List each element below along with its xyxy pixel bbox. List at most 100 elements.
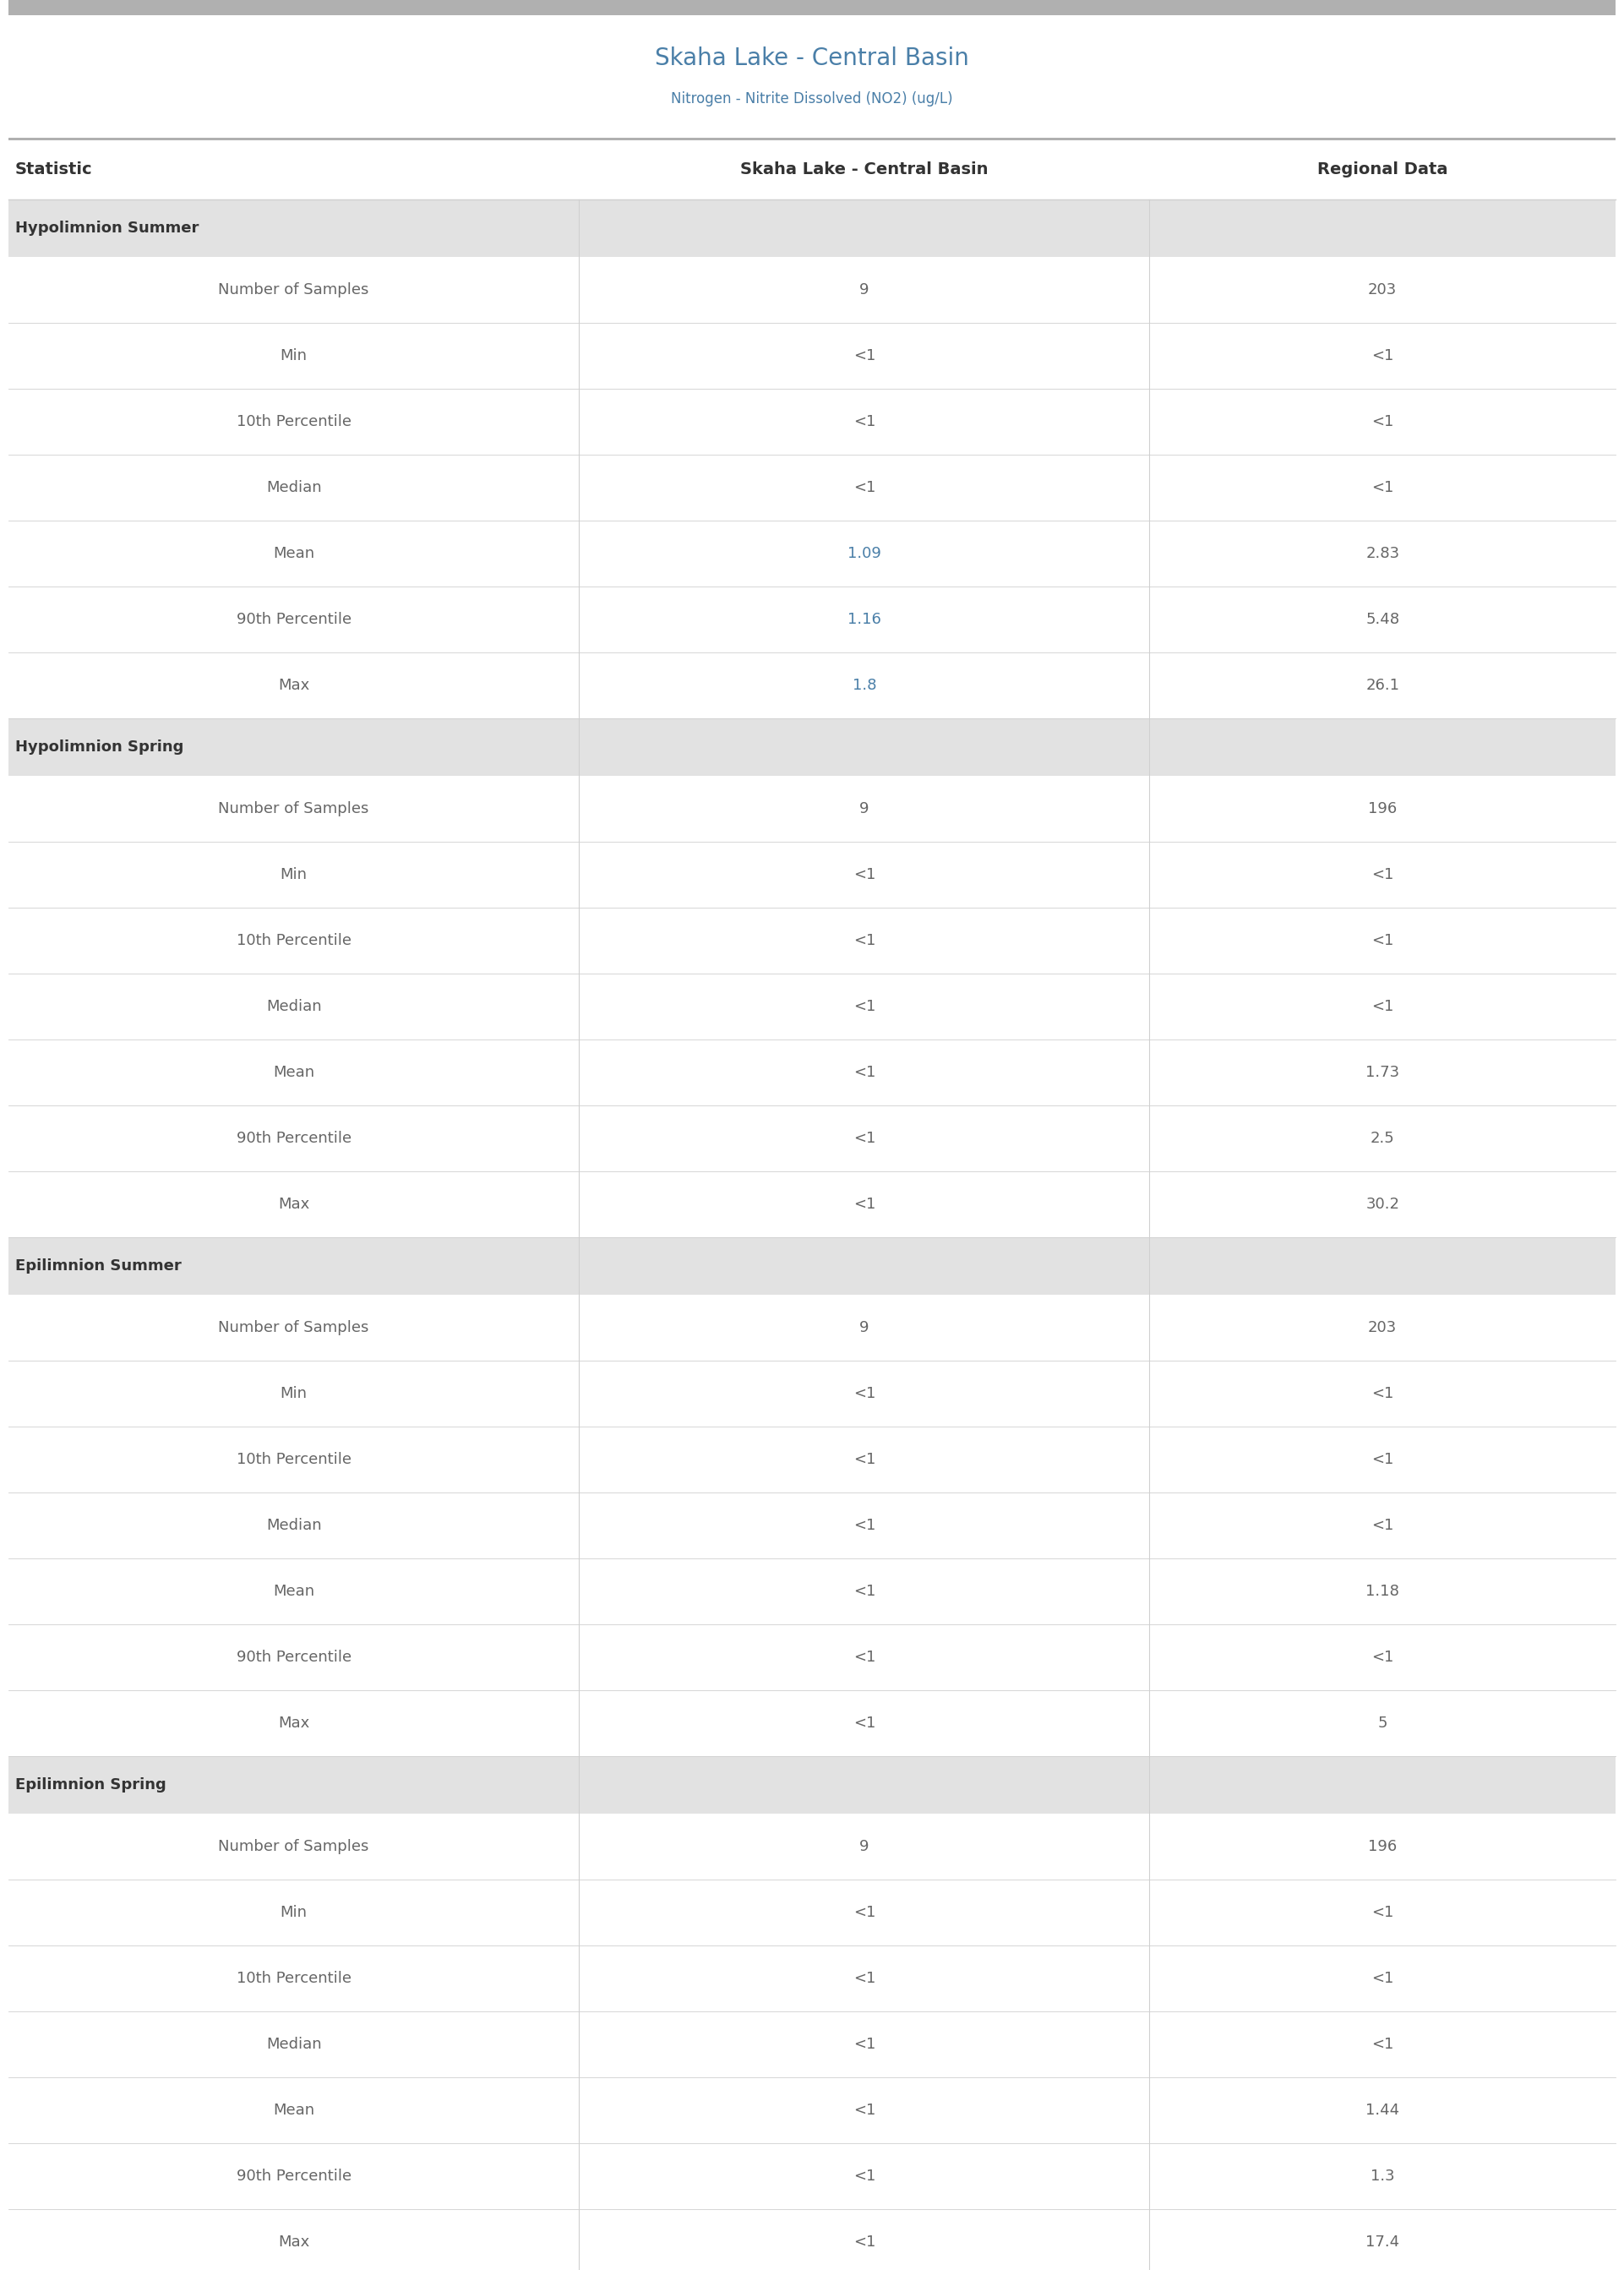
Text: Min: Min — [281, 1905, 307, 1920]
Bar — [8, 520, 1616, 586]
Text: <1: <1 — [853, 413, 875, 429]
Text: <1: <1 — [853, 2234, 875, 2250]
Bar — [8, 1880, 1616, 1945]
Text: 5: 5 — [1377, 1716, 1387, 1730]
Bar — [8, 1426, 1616, 1491]
Text: <1: <1 — [853, 933, 875, 949]
Text: <1: <1 — [853, 1905, 875, 1920]
Text: 196: 196 — [1367, 801, 1397, 817]
Text: <1: <1 — [1371, 413, 1393, 429]
Text: Number of Samples: Number of Samples — [218, 1839, 369, 1855]
Bar — [8, 200, 1616, 257]
Bar — [8, 1360, 1616, 1426]
Text: 26.1: 26.1 — [1366, 679, 1400, 692]
Text: Epilimnion Summer: Epilimnion Summer — [15, 1258, 182, 1273]
Text: 2.83: 2.83 — [1366, 547, 1400, 561]
Text: Number of Samples: Number of Samples — [218, 1321, 369, 1335]
Bar — [8, 586, 1616, 651]
Text: 1.44: 1.44 — [1366, 2102, 1400, 2118]
Text: Max: Max — [278, 2234, 310, 2250]
Text: 9: 9 — [859, 281, 869, 297]
Bar — [8, 651, 1616, 717]
Text: <1: <1 — [1371, 1453, 1393, 1466]
Text: 90th Percentile: 90th Percentile — [235, 1650, 351, 1664]
Text: 5.48: 5.48 — [1366, 613, 1400, 627]
Text: 203: 203 — [1367, 1321, 1397, 1335]
Bar — [8, 1294, 1616, 1360]
Text: 90th Percentile: 90th Percentile — [235, 2168, 351, 2184]
Bar — [8, 1040, 1616, 1105]
Bar — [8, 1814, 1616, 1880]
Bar — [8, 2143, 1616, 2209]
Text: <1: <1 — [1371, 999, 1393, 1015]
Text: <1: <1 — [853, 2168, 875, 2184]
Bar — [8, 138, 1616, 141]
Text: 9: 9 — [859, 1321, 869, 1335]
Text: <1: <1 — [853, 1130, 875, 1146]
Text: Max: Max — [278, 1196, 310, 1212]
Text: <1: <1 — [853, 1387, 875, 1401]
Text: <1: <1 — [853, 1716, 875, 1730]
Text: Number of Samples: Number of Samples — [218, 281, 369, 297]
Text: 9: 9 — [859, 1839, 869, 1855]
Bar — [8, 1491, 1616, 1559]
Text: <1: <1 — [853, 2036, 875, 2052]
Text: <1: <1 — [853, 1584, 875, 1598]
Text: 10th Percentile: 10th Percentile — [235, 413, 351, 429]
Text: 17.4: 17.4 — [1366, 2234, 1400, 2250]
Text: <1: <1 — [853, 1970, 875, 1986]
Text: 1.09: 1.09 — [848, 547, 882, 561]
Bar — [8, 1691, 1616, 1757]
Text: 1.3: 1.3 — [1371, 2168, 1395, 2184]
Text: <1: <1 — [1371, 1519, 1393, 1532]
Text: Number of Samples: Number of Samples — [218, 801, 369, 817]
Text: Min: Min — [281, 867, 307, 883]
Text: <1: <1 — [853, 999, 875, 1015]
Text: Mean: Mean — [273, 1065, 315, 1081]
Bar — [8, 388, 1616, 454]
Text: 2.5: 2.5 — [1371, 1130, 1395, 1146]
Text: <1: <1 — [1371, 933, 1393, 949]
Text: <1: <1 — [853, 2102, 875, 2118]
Bar — [8, 1171, 1616, 1237]
Bar — [8, 2077, 1616, 2143]
Text: Median: Median — [266, 999, 322, 1015]
Text: <1: <1 — [1371, 1387, 1393, 1401]
Text: Mean: Mean — [273, 547, 315, 561]
Text: 1.73: 1.73 — [1366, 1065, 1400, 1081]
Text: <1: <1 — [853, 1650, 875, 1664]
Text: <1: <1 — [853, 1065, 875, 1081]
Text: Median: Median — [266, 2036, 322, 2052]
Bar — [8, 1105, 1616, 1171]
Bar — [8, 1237, 1616, 1294]
Text: 203: 203 — [1367, 281, 1397, 297]
Text: 1.8: 1.8 — [853, 679, 877, 692]
Text: <1: <1 — [853, 347, 875, 363]
Text: 10th Percentile: 10th Percentile — [235, 1970, 351, 1986]
Bar — [8, 2011, 1616, 2077]
Text: 10th Percentile: 10th Percentile — [235, 1453, 351, 1466]
Text: Skaha Lake - Central Basin: Skaha Lake - Central Basin — [654, 45, 970, 70]
Text: Median: Median — [266, 479, 322, 495]
Text: 30.2: 30.2 — [1366, 1196, 1400, 1212]
Text: Max: Max — [278, 679, 310, 692]
Text: <1: <1 — [1371, 867, 1393, 883]
Bar — [8, 908, 1616, 974]
Text: Mean: Mean — [273, 1584, 315, 1598]
Text: <1: <1 — [1371, 1905, 1393, 1920]
Text: <1: <1 — [853, 1196, 875, 1212]
Text: Median: Median — [266, 1519, 322, 1532]
Bar — [8, 1559, 1616, 1625]
Text: <1: <1 — [853, 1453, 875, 1466]
Bar — [8, 0, 1616, 16]
Bar — [8, 454, 1616, 520]
Text: Min: Min — [281, 1387, 307, 1401]
Bar — [8, 776, 1616, 842]
Bar — [8, 2209, 1616, 2270]
Text: <1: <1 — [853, 1519, 875, 1532]
Text: Max: Max — [278, 1716, 310, 1730]
Text: Min: Min — [281, 347, 307, 363]
Text: <1: <1 — [1371, 1970, 1393, 1986]
Text: 9: 9 — [859, 801, 869, 817]
Bar — [8, 257, 1616, 322]
